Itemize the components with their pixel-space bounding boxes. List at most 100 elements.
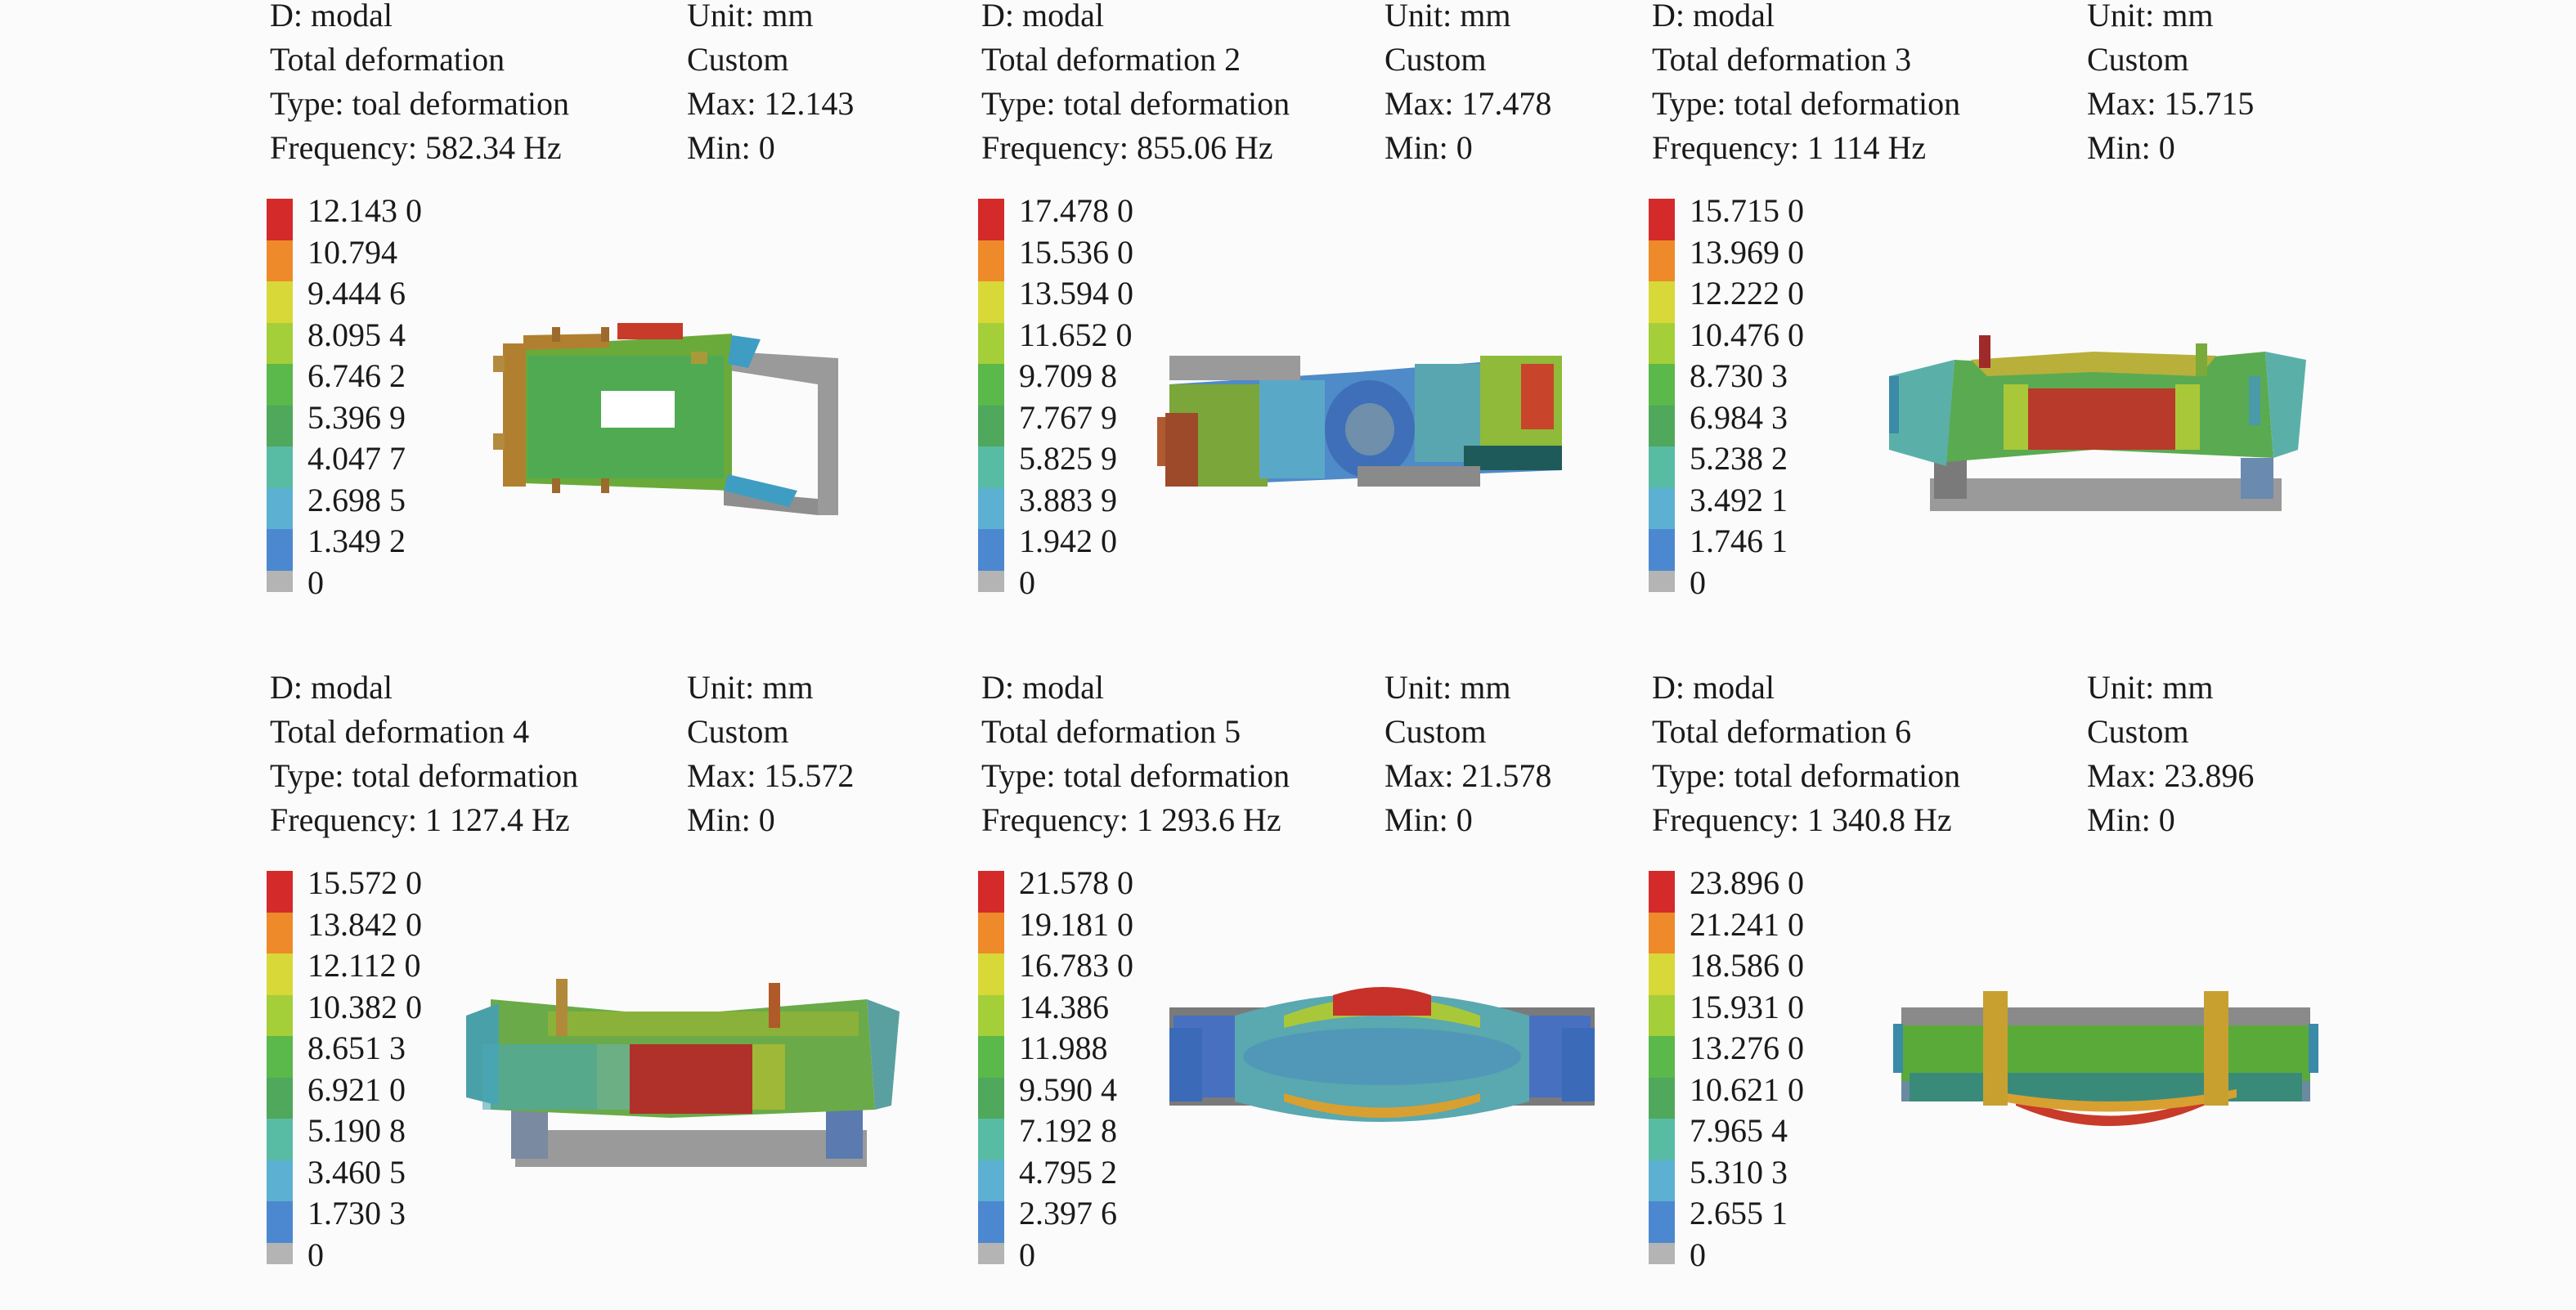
legend-value: 2.397 6 [1019, 1195, 1117, 1231]
legend-value: 10.476 0 [1690, 316, 1804, 353]
legend-color-swatch [267, 953, 293, 995]
max-label: Max: 15.572 [687, 757, 855, 794]
legend-value: 18.586 0 [1690, 947, 1804, 984]
legend-color-swatch [1649, 529, 1675, 571]
legend-value: 9.709 8 [1019, 357, 1117, 394]
legend-value: 1.942 0 [1019, 523, 1117, 559]
legend-color-swatch [267, 570, 293, 592]
legend-color-swatch [978, 199, 1004, 240]
min-label: Min: 0 [2087, 801, 2175, 838]
analysis-label: D: modal [981, 669, 1104, 706]
deformed-model-render [1889, 327, 2314, 515]
panel-header-left: D: modal Total deformation 4 Type: total… [270, 666, 578, 842]
panel-header-right: Unit: mm Custom Max: 17.478 Min: 0 [1384, 0, 1551, 170]
legend-color-swatch [978, 871, 1004, 913]
legend-value: 23.896 0 [1690, 864, 1804, 901]
legend-value: 3.460 5 [307, 1153, 406, 1191]
legend-color-swatch [978, 240, 1004, 281]
legend-value: 2.698 5 [307, 481, 406, 518]
result-type: Type: total deformation [981, 85, 1290, 122]
panel-header-left: D: modal Total deformation 2 Type: total… [981, 0, 1290, 170]
legend-color-swatch [1649, 240, 1675, 281]
frequency-label: Frequency: 1 114 Hz [1652, 129, 1927, 166]
legend-color-swatch [1649, 994, 1675, 1036]
panel-header-left: D: modal Total deformation Type: toal de… [270, 0, 569, 170]
legend-color-swatch [267, 912, 293, 953]
legend-color-swatch [267, 1160, 293, 1201]
legend-color-swatch [267, 199, 293, 240]
result-name: Total deformation 5 [981, 713, 1241, 750]
frequency-label: Frequency: 582.34 Hz [270, 129, 562, 166]
legend-color-swatch [267, 994, 293, 1036]
legend-color-swatch [978, 570, 1004, 592]
analysis-label: D: modal [981, 0, 1104, 34]
legend-value: 21.241 0 [1690, 905, 1804, 943]
legend-color-swatch [1649, 912, 1675, 953]
min-label: Min: 0 [687, 129, 775, 166]
mode-panel-1: D: modal Total deformation Type: toal de… [267, 0, 1088, 638]
frequency-label: Frequency: 1 293.6 Hz [981, 801, 1281, 838]
max-label: Max: 12.143 [687, 85, 855, 122]
legend-value: 7.192 8 [1019, 1112, 1117, 1149]
legend-value: 4.047 7 [307, 440, 406, 477]
deformed-model-render [1153, 348, 1578, 499]
result-name: Total deformation 4 [270, 713, 530, 750]
legend-value: 19.181 0 [1019, 905, 1133, 943]
legend-value: 10.794 [307, 233, 397, 271]
legend-color-swatch [1649, 1242, 1675, 1264]
unit-label: Unit: mm [687, 0, 814, 34]
legend-value: 0 [307, 563, 324, 601]
legend-color-swatch [1649, 487, 1675, 529]
legend-color-swatch [978, 529, 1004, 571]
legend-color-swatch [1649, 364, 1675, 406]
legend-value: 13.594 0 [1019, 275, 1133, 312]
analysis-label: D: modal [270, 0, 393, 34]
result-type: Type: total deformation [981, 757, 1290, 794]
legend-color-swatch [978, 1201, 1004, 1243]
unit-label: Unit: mm [2087, 0, 2214, 34]
legend-value: 13.969 0 [1690, 233, 1804, 271]
legend-value: 8.095 4 [307, 316, 406, 353]
mode-panel-4: D: modal Total deformation 4 Type: total… [267, 669, 1088, 1310]
result-type: Type: total deformation [270, 757, 579, 794]
legend-value: 5.190 8 [307, 1112, 406, 1149]
legend-color-swatch [267, 1119, 293, 1160]
legend-color-swatch [1649, 281, 1675, 323]
legend-value: 15.536 0 [1019, 233, 1133, 271]
analysis-label: D: modal [270, 669, 393, 706]
result-name: Total deformation 6 [1652, 713, 1912, 750]
result-type: Type: toal deformation [270, 85, 569, 122]
legend-color-swatch [978, 446, 1004, 488]
panel-header-right: Unit: mm Custom Max: 23.896 Min: 0 [2087, 666, 2254, 842]
result-name: Total deformation 2 [981, 41, 1241, 78]
custom-label: Custom [1384, 41, 1487, 78]
legend-color-swatch [978, 1242, 1004, 1264]
legend-color-swatch [267, 281, 293, 323]
legend-value: 3.492 1 [1690, 481, 1788, 518]
legend-value: 6.746 2 [307, 357, 406, 394]
legend-color-swatch [978, 1160, 1004, 1201]
unit-label: Unit: mm [1384, 0, 1511, 34]
mode-panel-6: D: modal Total deformation 6 Type: total… [1649, 669, 2470, 1310]
max-label: Max: 15.715 [2087, 85, 2255, 122]
legend-value: 13.842 0 [307, 905, 422, 943]
deformed-model-render [478, 319, 838, 523]
mode-panel-3: D: modal Total deformation 3 Type: total… [1649, 0, 2470, 638]
legend-color-swatch [267, 1201, 293, 1243]
legend-color-swatch [267, 446, 293, 488]
legend-value: 8.730 3 [1690, 357, 1788, 394]
min-label: Min: 0 [1384, 129, 1473, 166]
result-name: Total deformation [270, 41, 505, 78]
unit-label: Unit: mm [2087, 669, 2214, 706]
legend-value: 15.715 0 [1690, 192, 1804, 229]
legend-color-swatch [267, 405, 293, 446]
legend-color-swatch [267, 871, 293, 913]
legend-color-swatch [978, 1077, 1004, 1119]
max-label: Max: 23.896 [2087, 757, 2255, 794]
legend-value: 9.444 6 [307, 275, 406, 312]
legend-color-swatch [1649, 1160, 1675, 1201]
legend-value: 4.795 2 [1019, 1153, 1117, 1191]
legend-value: 21.578 0 [1019, 864, 1133, 901]
legend-color-swatch [267, 487, 293, 529]
mode-panel-2: D: modal Total deformation 2 Type: total… [978, 0, 1799, 638]
